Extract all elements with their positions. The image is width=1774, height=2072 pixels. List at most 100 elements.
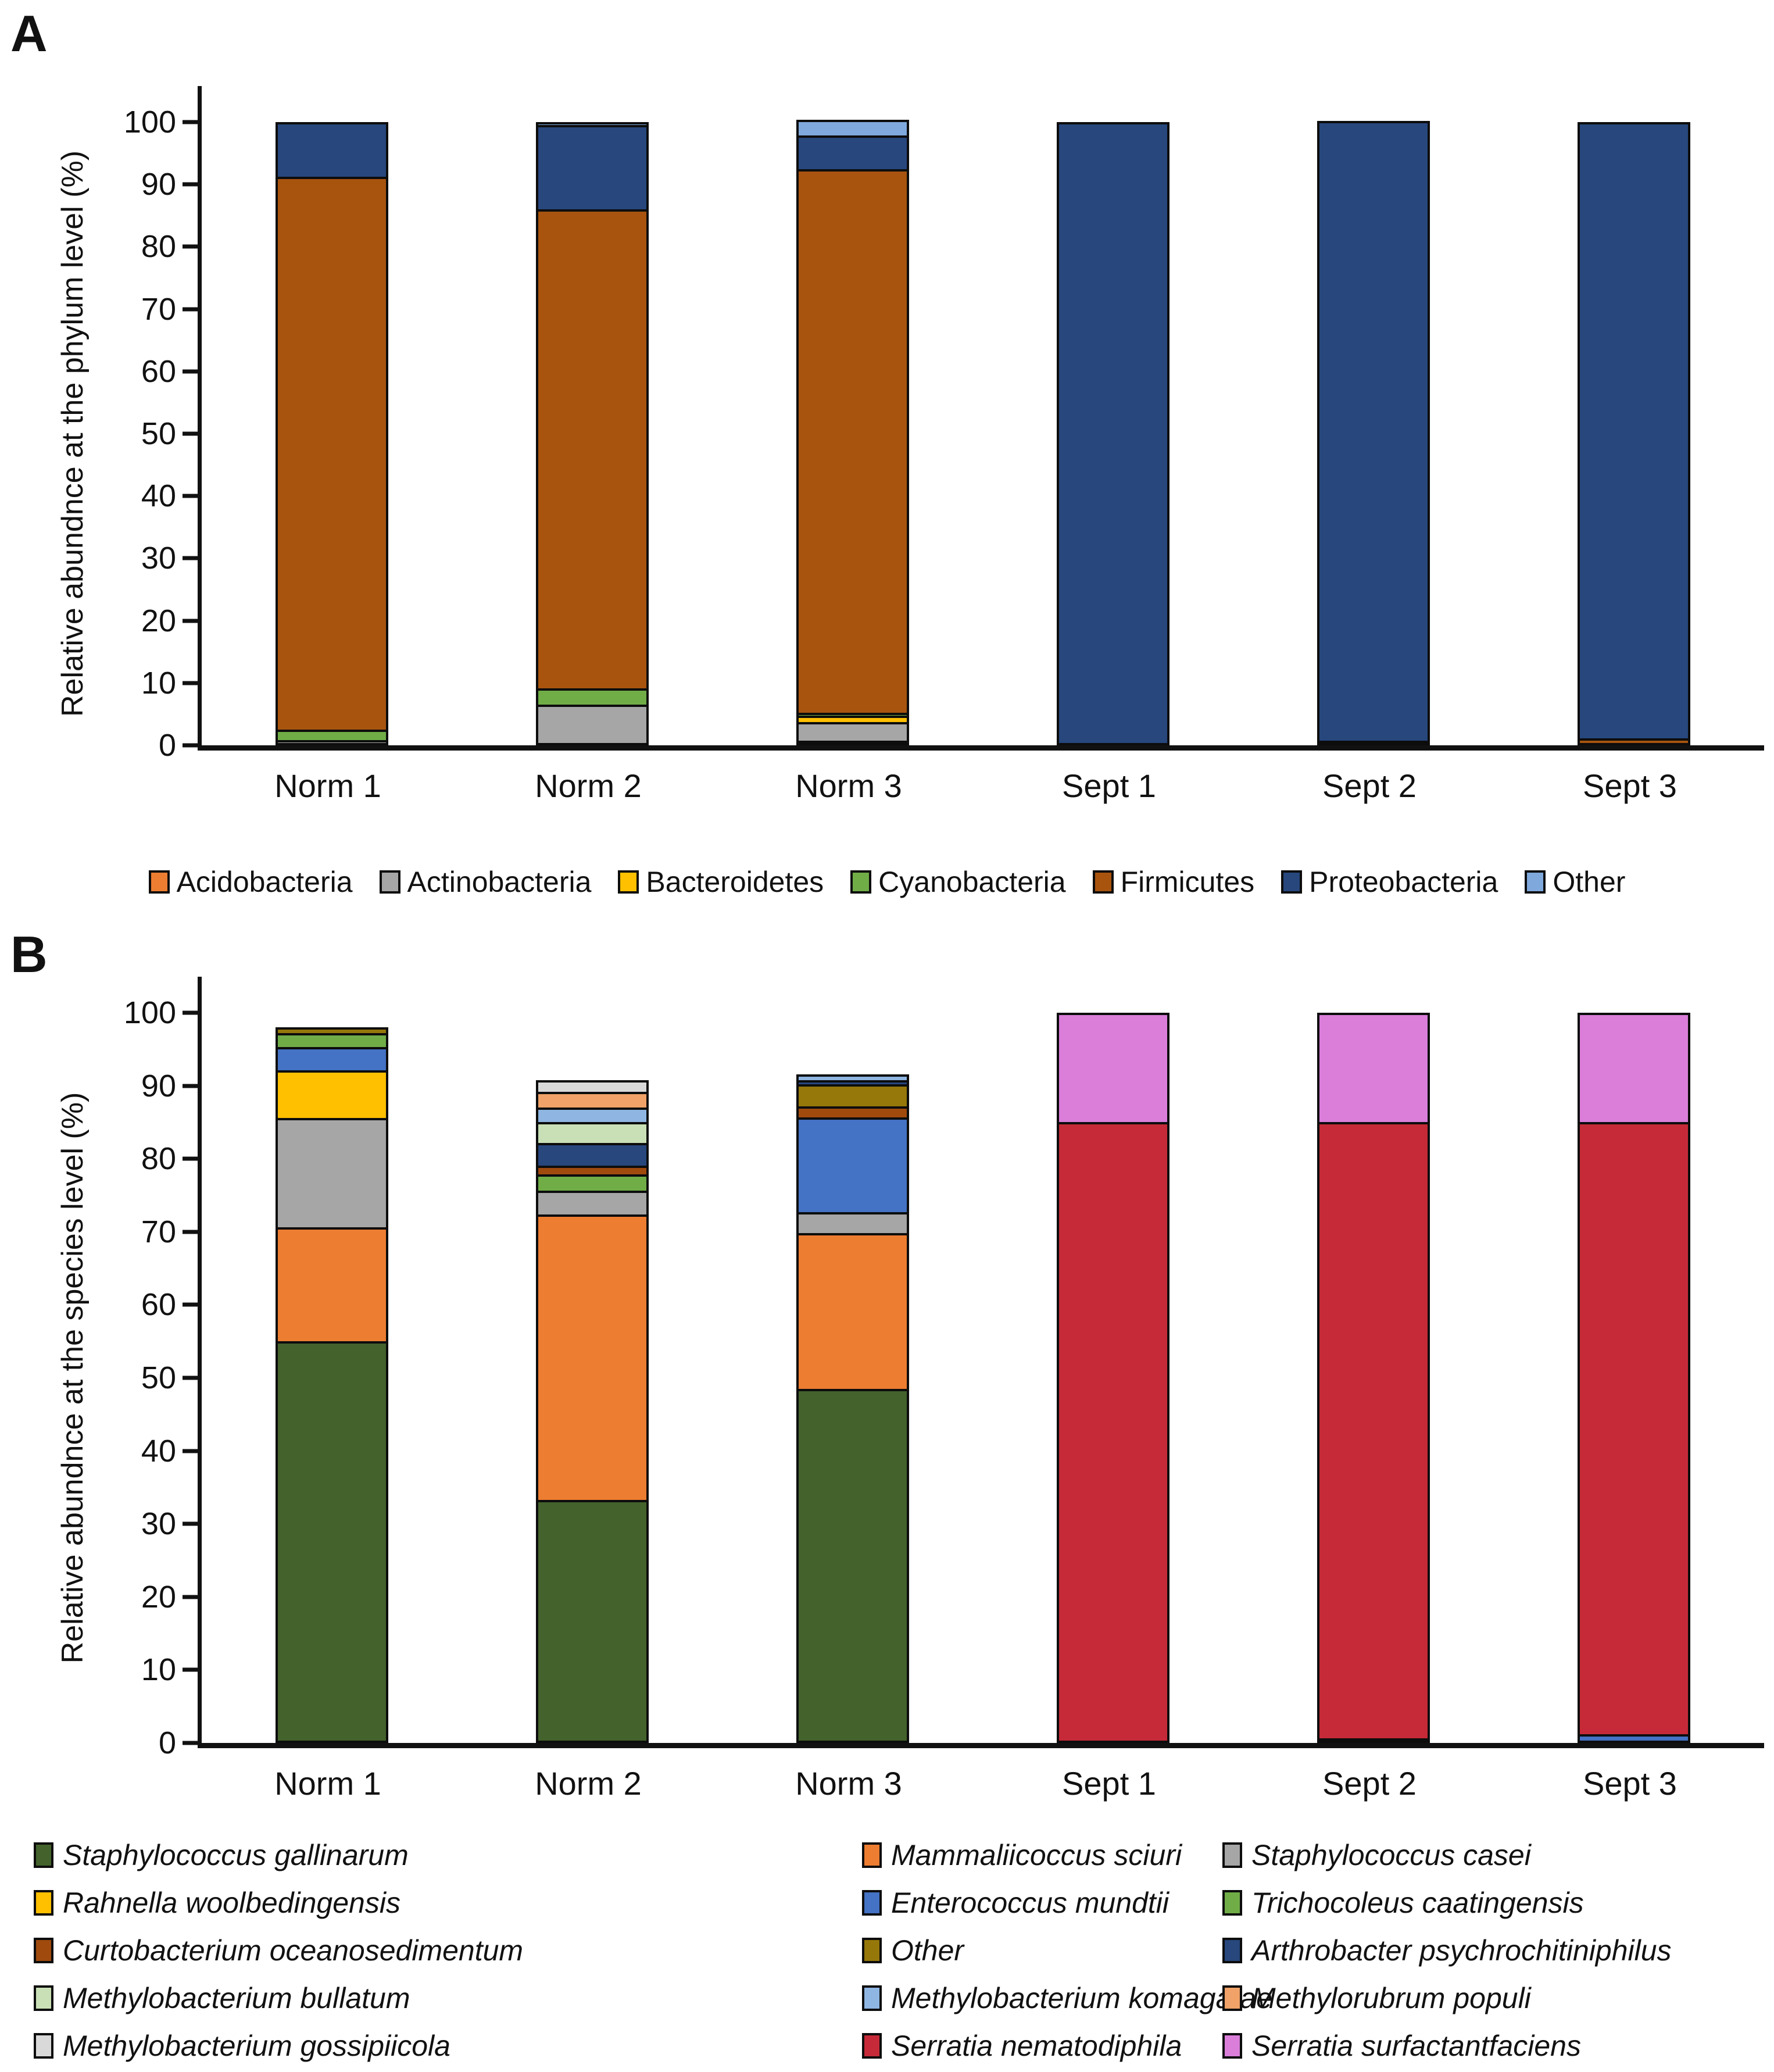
bar-segment [1317,741,1430,745]
bar-segment [796,120,910,136]
bar-slot [983,122,1243,745]
y-tick-mark [183,182,198,187]
legend-item: Bacteroidetes [618,865,824,899]
bar-segment [535,1108,649,1123]
phylum-abundance-chart: Relative abundnce at the phylum level (%… [0,86,1774,899]
bar-segment [535,1091,649,1108]
legend-label: Methylorubrum populi [1251,1982,1531,2014]
y-tick-mark [183,1010,198,1015]
bar-segment [1317,121,1430,741]
bar-segment [275,730,389,741]
bar-segment [796,1117,910,1212]
legend-swatch-icon [618,870,639,894]
legend-label: Staphylococcus gallinarum [63,1839,409,1871]
legend-swatch-icon [862,1842,882,1868]
stacked-bar-norm-2 [535,122,649,745]
stacked-bar-sept-3 [1577,1013,1691,1743]
bar-segment [1317,1121,1430,1738]
legend-label: Cyanobacteria [878,866,1066,898]
legend-label: Other [1553,866,1626,898]
y-tick-mark [183,1667,198,1672]
panel-b-label: B [10,926,48,983]
x-category-label: Norm 3 [795,767,902,804]
y-tick-mark [183,1230,198,1234]
x-category-label: Sept 3 [1583,767,1677,804]
phylum-legend: Acidobacteria Actinobacteria Bacteroidetes… [0,865,1774,899]
legend-item: Staphylococcus gallinarum [34,1838,862,1872]
y-tick-mark [183,619,198,623]
legend-label: Staphylococcus casei [1251,1839,1531,1871]
bar-segment [275,1341,389,1743]
bar-segment [535,1499,649,1743]
y-axis-cap [198,86,202,122]
legend-item: Mammaliicoccus sciuri [862,1838,1222,1872]
legend-label: Curtobacterium oceanosedimentum [63,1934,524,1967]
bar-segment [796,1233,910,1389]
legend-label: Serratia surfactantfaciens [1251,2030,1581,2062]
legend-label: Trichocoleus caatingensis [1251,1887,1584,1919]
bar-slot [723,1013,983,1743]
bar-segment [796,741,910,745]
bar-segment [535,1122,649,1143]
bar-segment [1577,1734,1691,1743]
stacked-bar-sept-1 [1056,1013,1170,1743]
bar-segment [1056,1122,1170,1743]
bar-segment [535,125,649,210]
legend-item: Methylobacterium gossipiicola [34,2029,862,2063]
legend-label: Actinobacteria [407,866,592,898]
x-category-label: Sept 2 [1322,1765,1417,1802]
stacked-bar-norm-1 [275,122,389,745]
legend-item: Curtobacterium oceanosedimentum [34,1934,862,1967]
legend-label: Firmicutes [1120,866,1255,898]
species-abundance-chart: Relative abundnce at the species level (… [0,977,1774,2063]
bar-segment [535,1191,649,1214]
legend-label: Serratia nematodiphila [891,2030,1182,2062]
legend-swatch-icon [1092,870,1114,894]
x-category-label: Sept 1 [1062,1765,1156,1802]
legend-label: Methylobacterium komagatae [891,1982,1272,2014]
x-category-label: Sept 2 [1322,767,1417,804]
stacked-bar-norm-1 [275,1013,389,1743]
y-tick-mark [183,1449,198,1453]
y-tick-mark [183,556,198,560]
legend-label: Rahnella woolbedingensis [63,1887,400,1919]
bar-slot [1243,121,1504,745]
stacked-bar-norm-3 [796,120,910,745]
y-axis-cap [198,977,202,1013]
legend-swatch-icon [862,1890,882,1916]
legend-item: Arthrobacter psychrochitiniphilus [1222,1934,1754,1967]
bar-segment [535,688,649,705]
legend-item: Staphylococcus casei [1222,1838,1754,1872]
bar-segment [1577,1122,1691,1734]
x-axis-category-labels: Norm 1 Norm 2 Norm 3 Sept 1 Sept 2 Sept 3 [198,1764,1760,1802]
bar-slot [983,1013,1243,1743]
legend-item: Serratia surfactantfaciens [1222,2029,1754,2063]
y-tick-mark [183,1595,198,1599]
legend-swatch-icon [1222,2033,1242,2059]
y-tick-mark [183,1376,198,1380]
legend-label: Methylobacterium gossipiicola [63,2030,450,2062]
legend-item: Cyanobacteria [850,865,1066,899]
legend-swatch-icon [148,870,170,894]
legend-swatch-icon [34,2033,53,2059]
legend-item: Methylorubrum populi [1222,1981,1754,2015]
legend-label: Mammaliicoccus sciuri [891,1839,1182,1871]
legend-item: Trichocoleus caatingensis [1222,1886,1754,1920]
bar-segment [796,716,910,722]
y-axis-title: Relative abundnce at the species level (… [56,1092,90,1664]
bar-segment [535,705,649,745]
y-axis-title: Relative abundnce at the phylum level (%… [56,150,90,717]
legend-swatch-icon [34,1938,53,1963]
bar-slot [202,1013,462,1743]
legend-swatch-icon [862,1985,882,2011]
legend-item: Serratia nematodiphila [862,2029,1222,2063]
bar-segment [1317,1012,1430,1122]
bar-slot [1504,1013,1764,1743]
x-category-label: Norm 2 [535,767,642,804]
bar-segment [275,1227,389,1342]
legend-swatch-icon [1281,870,1303,894]
bar-segment [275,740,389,745]
y-tick-mark [183,120,198,124]
legend-label: Arthrobacter psychrochitiniphilus [1251,1934,1672,1967]
